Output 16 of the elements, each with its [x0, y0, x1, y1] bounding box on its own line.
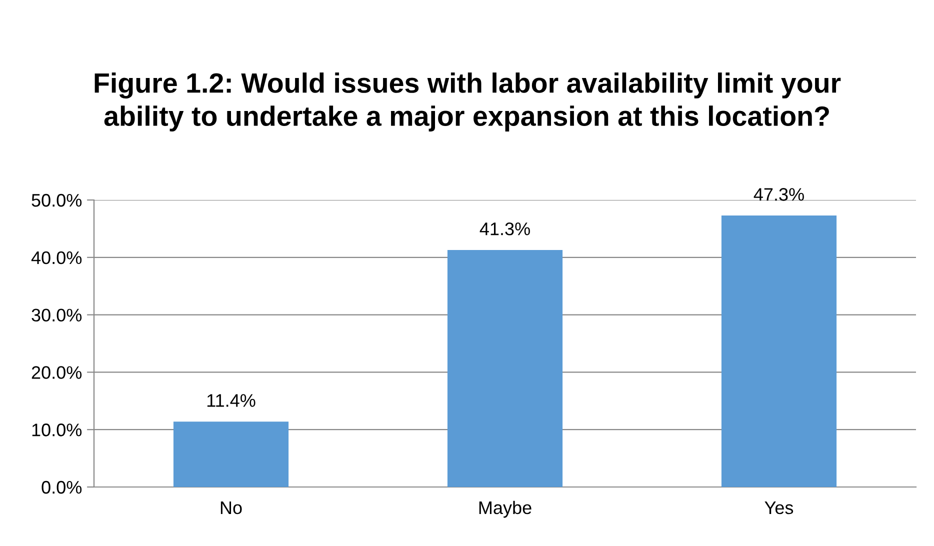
chart-title: Figure 1.2: Would issues with labor availability limit your ability to undertake a major expansion at this location?	[94, 72, 841, 132]
x-tick-label: Maybe	[479, 500, 532, 518]
data-label: 41.3%	[480, 222, 530, 236]
bar	[173, 422, 289, 487]
x-tick-label: Yes	[764, 502, 794, 514]
bar	[721, 216, 837, 487]
y-tick-label: 10.0%	[32, 424, 82, 436]
y-tick-label: 40.0%	[31, 251, 82, 264]
data-label: 47.3%	[754, 188, 804, 201]
y-tick-label: 50.0%	[32, 194, 82, 207]
y-tick-label: 20.0%	[32, 366, 82, 379]
bar	[447, 250, 563, 487]
y-tick-label: 30.0%	[32, 308, 82, 322]
y-tick-label: 0.0%	[42, 480, 82, 494]
data-label: 11.4%	[207, 394, 256, 407]
x-tick-label: No	[220, 502, 242, 514]
